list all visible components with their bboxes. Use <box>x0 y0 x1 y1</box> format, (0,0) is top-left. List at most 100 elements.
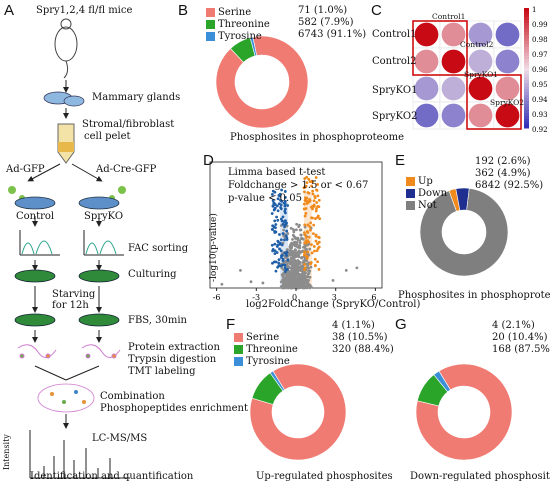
volcano-point <box>298 228 302 232</box>
volcano-point <box>297 225 301 229</box>
volcano-point <box>286 281 289 285</box>
legend-swatch <box>206 32 215 41</box>
chart-f-legend-1: Serine <box>246 332 280 343</box>
volcano-point <box>303 251 306 254</box>
volcano-point <box>286 248 289 251</box>
volcano-point <box>291 228 295 231</box>
ad-cre-label: Ad-Cre-GFP <box>96 164 157 175</box>
colorbar-segment <box>524 101 529 105</box>
volcano-point <box>289 277 293 280</box>
colorbar-segment <box>524 92 529 96</box>
volcano-point <box>304 239 308 243</box>
volcano-point <box>287 279 291 283</box>
volcano-point <box>308 275 312 279</box>
mammary-label: Mammary glands <box>92 92 181 103</box>
volcano-point <box>284 207 287 211</box>
colorbar-segment <box>524 119 529 123</box>
volcano-point <box>316 215 319 219</box>
volcano-point <box>296 286 299 290</box>
volcano-point <box>285 229 289 233</box>
colorbar-segment <box>524 104 529 108</box>
volcano-point <box>270 212 274 215</box>
volcano-point <box>318 217 322 221</box>
x-tick-label: -3 <box>252 293 260 302</box>
volcano-point <box>271 249 275 253</box>
peptide-icon <box>17 344 121 359</box>
chart-e-legend-1: Up <box>418 176 433 187</box>
volcano-xlabel: log2FoldChange (SpryKO/Control) <box>246 299 421 310</box>
panel-label-f: F <box>226 316 236 333</box>
volcano-point <box>276 265 280 269</box>
panel-label-e: E <box>395 152 406 169</box>
volcano-point <box>292 283 296 287</box>
volcano-point <box>293 262 297 266</box>
volcano-point <box>301 270 305 274</box>
volcano-point <box>316 183 320 186</box>
volcano-point <box>283 204 287 208</box>
volcano-point <box>308 199 312 203</box>
x-tick-label: 0 <box>292 293 297 302</box>
culturing-label: Culturing <box>128 269 177 280</box>
volcano-point <box>276 197 280 201</box>
volcano-point <box>283 209 287 213</box>
chart-b-label-2: 582 (7.9%) <box>298 17 354 28</box>
volcano-point <box>292 256 296 260</box>
donut-slice <box>269 370 285 392</box>
panel-label-c: C <box>371 2 382 19</box>
tmt-label: TMT labeling <box>128 366 196 377</box>
starving-label-1: Starving <box>52 289 96 300</box>
volcano-point <box>305 262 309 266</box>
volcano-point <box>315 201 319 204</box>
legend-swatch <box>234 345 243 354</box>
volcano-point <box>303 281 306 285</box>
volcano-point <box>272 201 276 205</box>
volcano-point <box>285 254 288 257</box>
cluster-box <box>466 74 522 130</box>
volcano-point <box>302 231 306 234</box>
volcano-point <box>289 271 293 275</box>
colorbar-segment <box>524 62 529 66</box>
volcano-point <box>309 221 312 225</box>
chart-b-label-3: 71 (1.0%) <box>298 5 348 16</box>
volcano-point <box>273 219 277 223</box>
volcano-point <box>284 222 288 226</box>
volcano-point <box>313 196 317 200</box>
volcano-point <box>295 244 299 248</box>
volcano-point <box>317 240 321 244</box>
volcano-point <box>294 228 298 232</box>
volcano-point <box>291 263 294 267</box>
volcano-point <box>281 275 285 279</box>
sprykO-label: SpryKO <box>84 211 124 222</box>
colorbar-segment <box>524 71 529 75</box>
colorbar-segment <box>524 86 529 90</box>
volcano-point <box>311 189 315 193</box>
volcano-point <box>283 266 287 270</box>
combination-label: Combination <box>100 391 165 402</box>
volcano-point <box>281 215 285 219</box>
peptide-mixture-icon <box>37 383 95 413</box>
volcano-point <box>304 184 308 188</box>
stromal-label-2: cell pelet <box>84 131 131 142</box>
donut-slice <box>249 363 347 461</box>
mammary-gland-icon <box>43 91 85 107</box>
volcano-point <box>310 184 313 188</box>
volcano-point <box>293 274 296 277</box>
volcano-point <box>249 280 253 284</box>
heatmap-dot <box>414 76 439 101</box>
volcano-point <box>283 190 287 193</box>
heatmap-row-1: Control1 <box>372 29 417 40</box>
volcano-point <box>293 240 297 244</box>
colorbar-segment <box>524 14 529 18</box>
colorbar-segment <box>524 53 529 57</box>
legend-swatch <box>206 20 215 29</box>
volcano-point <box>303 284 306 288</box>
volcano-point <box>299 285 303 289</box>
heatmap-dot <box>441 22 466 47</box>
ad-gfp-label: Ad-GFP <box>6 164 45 175</box>
colorbar-segment <box>524 17 529 21</box>
volcano-point <box>279 206 283 209</box>
volcano-point <box>289 261 293 265</box>
heatmap-dot <box>468 49 493 74</box>
volcano-point <box>274 260 278 264</box>
